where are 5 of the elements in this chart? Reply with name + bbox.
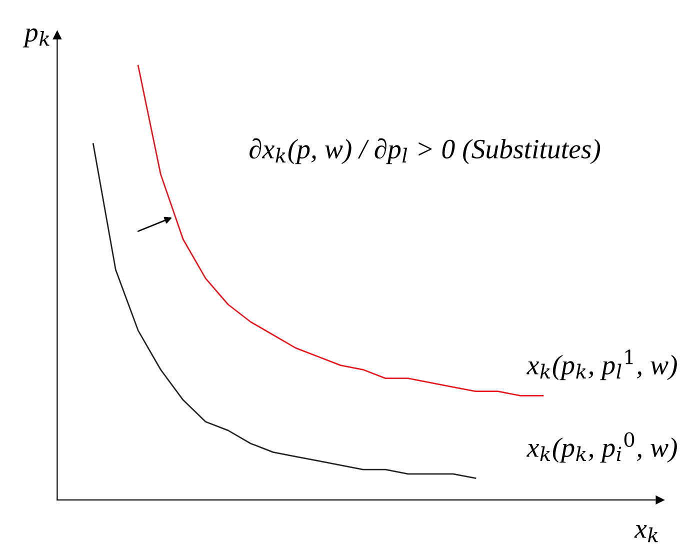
series-label: x$_{k}$(p$_{k}$, p$_{i}$$^{0}$, w) [526, 432, 677, 463]
series-label: x$_{k}$(p$_{k}$, p$_{l}$$^{1}$, w) [526, 350, 677, 380]
x-axis-title: x$_{k}$ [634, 525, 658, 542]
annotation: ∂x$_{k}$(p, w) / ∂p$_{l}$ > 0 (Substitutes) [250, 138, 600, 164]
y-axis-title: p$_{k}$ [22, 28, 50, 48]
